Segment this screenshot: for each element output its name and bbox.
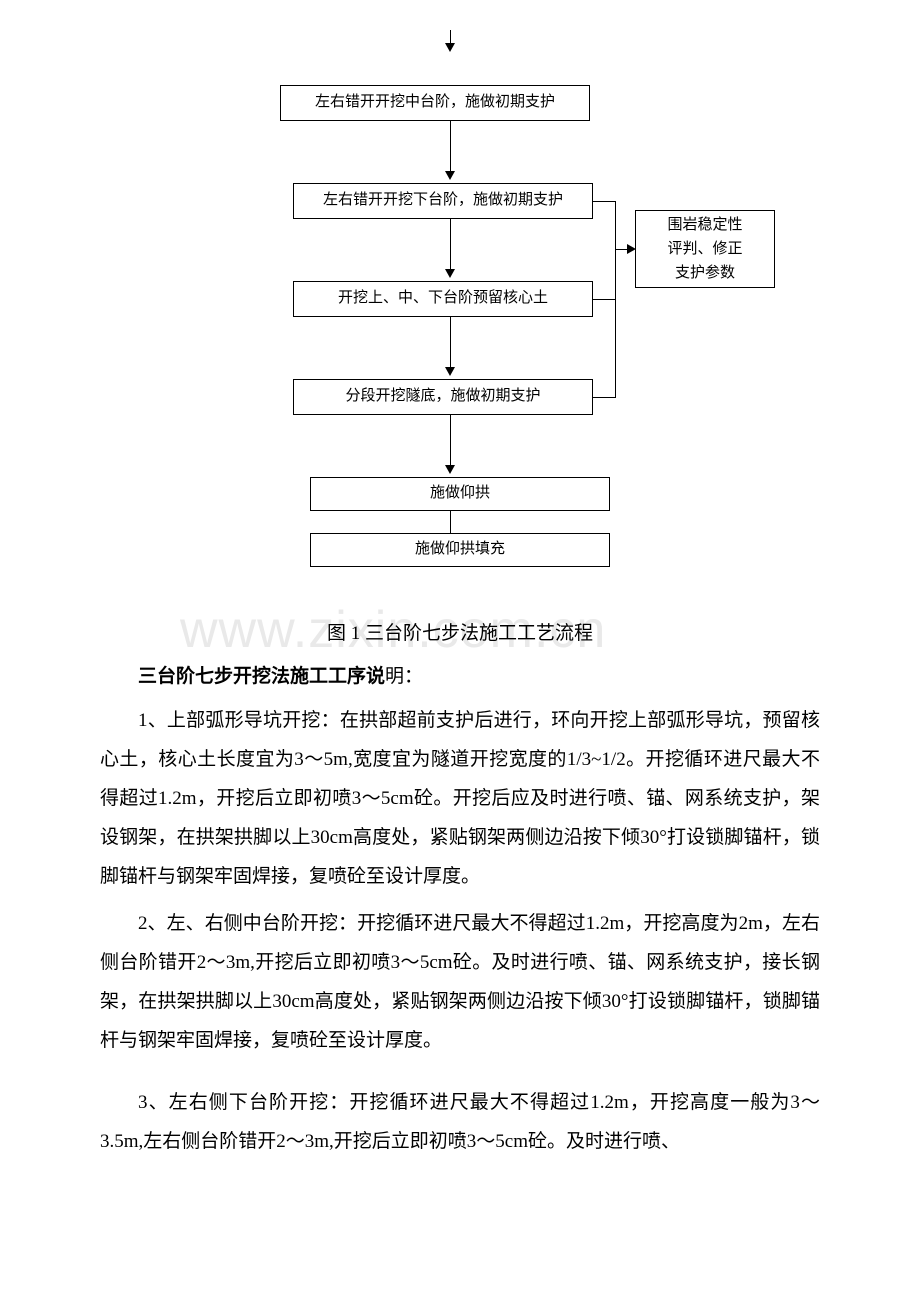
- flow-node-3: 开挖上、中、下台阶预留核心土: [293, 281, 593, 317]
- node-label: 施做仰拱: [430, 484, 490, 504]
- connector: [450, 219, 451, 271]
- connector: [450, 511, 451, 533]
- flow-node-4: 分段开挖隧底，施做初期支护: [293, 379, 593, 415]
- flowchart: 左右错开开挖中台阶，施做初期支护 左右错开开挖下台阶，施做初期支护 开挖上、中、…: [100, 30, 820, 610]
- connector: [593, 299, 615, 300]
- figure-caption: 图 1 三台阶七步法施工工艺流程: [100, 618, 820, 645]
- connector: [593, 201, 615, 202]
- node-label: 围岩稳定性 评判、修正 支护参数: [667, 213, 742, 285]
- flow-side-node: 围岩稳定性 评判、修正 支护参数: [635, 210, 775, 288]
- paragraph-3: 3、左右侧下台阶开挖：开挖循环进尺最大不得超过1.2m，开挖高度一般为3～3.5…: [100, 1084, 820, 1162]
- node-label: 左右错开开挖中台阶，施做初期支护: [315, 93, 555, 113]
- connector: [450, 317, 451, 369]
- arrow-head-icon: [445, 43, 455, 52]
- connector: [615, 201, 616, 398]
- connector: [593, 397, 615, 398]
- flow-node-5: 施做仰拱: [310, 477, 610, 511]
- paragraph-2: 2、左、右侧中台阶开挖：开挖循环进尺最大不得超过1.2m，开挖高度为2m，左右侧…: [100, 905, 820, 1061]
- connector: [450, 415, 451, 467]
- section-heading: 三台阶七步开挖法施工工序说明：: [100, 661, 820, 688]
- connector: [450, 121, 451, 173]
- flow-node-2: 左右错开开挖下台阶，施做初期支护: [293, 183, 593, 219]
- flow-node-6: 施做仰拱填充: [310, 533, 610, 567]
- node-label: 分段开挖隧底，施做初期支护: [345, 387, 540, 407]
- arrow-head-icon: [445, 171, 455, 180]
- paragraph-1: 1、上部弧形导坑开挖：在拱部超前支护后进行，环向开挖上部弧形导坑，预留核心土，核…: [100, 702, 820, 897]
- arrow-head-icon: [627, 244, 636, 254]
- arrow-head-icon: [445, 367, 455, 376]
- heading-rest: 明：: [385, 666, 423, 687]
- arrow-head-icon: [445, 269, 455, 278]
- flow-node-1: 左右错开开挖中台阶，施做初期支护: [280, 85, 590, 121]
- node-label: 施做仰拱填充: [415, 540, 505, 560]
- heading-bold: 三台阶七步开挖法施工工序说: [138, 666, 385, 687]
- node-label: 左右错开开挖下台阶，施做初期支护: [323, 191, 563, 211]
- arrow-head-icon: [445, 465, 455, 474]
- node-label: 开挖上、中、下台阶预留核心土: [338, 289, 548, 309]
